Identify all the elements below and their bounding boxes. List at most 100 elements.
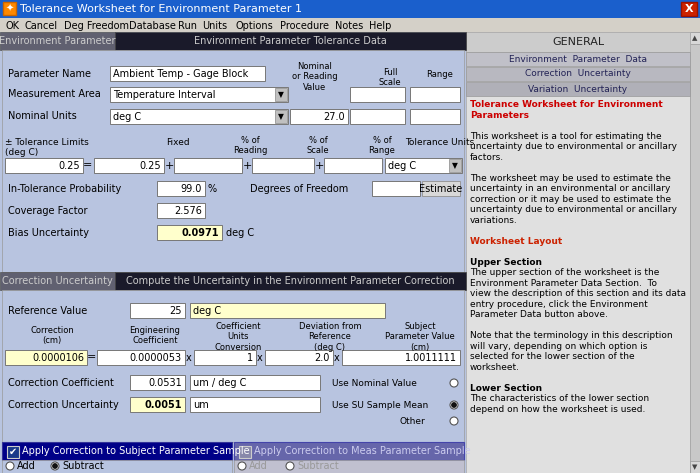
Text: Measurement Area: Measurement Area [8, 89, 101, 99]
Text: Environment Parameter Data Section.  To: Environment Parameter Data Section. To [470, 279, 657, 288]
Text: will vary, depending on which option is: will vary, depending on which option is [470, 342, 648, 350]
Text: The upper section of the worksheet is the: The upper section of the worksheet is th… [470, 268, 659, 277]
Circle shape [51, 462, 59, 470]
Text: OK: OK [6, 21, 20, 31]
Text: Use Nominal Value: Use Nominal Value [332, 378, 417, 387]
Text: +: + [164, 160, 174, 170]
Text: 1: 1 [247, 353, 253, 363]
Text: Full
Scale: Full Scale [379, 68, 401, 88]
Text: 0.0531: 0.0531 [148, 378, 182, 388]
Bar [5, 350, 87, 365]
Text: 0.25: 0.25 [58, 161, 80, 171]
Text: %: % [208, 184, 217, 194]
Bar [190, 303, 385, 318]
Text: Parameter Data button above.: Parameter Data button above. [470, 310, 608, 319]
Text: 0.0000053: 0.0000053 [130, 353, 182, 363]
Bar [410, 109, 460, 124]
Text: ▼: ▼ [278, 112, 284, 121]
Text: Procedure: Procedure [281, 21, 330, 31]
Text: 25: 25 [169, 306, 182, 316]
Text: This worksheet is a tool for estimating the: This worksheet is a tool for estimating … [470, 131, 662, 140]
Text: Bias Uncertainty: Bias Uncertainty [8, 228, 89, 238]
Text: Help: Help [369, 21, 391, 31]
Bar [466, 52, 690, 66]
Text: ± Tolerance Limits: ± Tolerance Limits [5, 138, 89, 147]
Text: (deg C): (deg C) [5, 148, 38, 157]
Bar [385, 158, 462, 173]
Bar [690, 32, 700, 44]
Bar [350, 87, 405, 102]
Text: Environment Parameter: Environment Parameter [0, 36, 116, 46]
Text: Ambient Temp - Gage Block: Ambient Temp - Gage Block [113, 69, 248, 79]
Text: Variation  Uncertainty: Variation Uncertainty [528, 85, 628, 94]
Text: Other: Other [400, 417, 426, 426]
Text: Parameter Name: Parameter Name [8, 69, 91, 79]
Bar [239, 446, 251, 458]
Text: Fixed: Fixed [166, 138, 190, 147]
Text: +: + [242, 160, 252, 170]
Bar [110, 66, 265, 81]
Text: worksheet.: worksheet. [470, 362, 520, 371]
Text: ▼: ▼ [278, 90, 284, 99]
Bar [466, 32, 690, 52]
Text: Nominal Units: Nominal Units [8, 111, 77, 121]
Bar [234, 442, 464, 460]
Text: Reference Value: Reference Value [8, 306, 88, 316]
Bar [190, 397, 320, 412]
Text: Parameters: Parameters [470, 111, 529, 120]
Bar [350, 109, 405, 124]
Bar [690, 32, 700, 473]
Bar [7, 446, 19, 458]
Text: ▲: ▲ [692, 35, 698, 41]
Text: X: X [685, 4, 693, 14]
Bar [110, 87, 288, 102]
Bar [190, 375, 320, 390]
Text: Environment  Parameter  Data: Environment Parameter Data [509, 54, 647, 63]
Text: +: + [314, 160, 323, 170]
Circle shape [450, 417, 458, 425]
Text: 99.0: 99.0 [181, 184, 202, 194]
Bar [265, 350, 333, 365]
Text: deg C: deg C [388, 161, 416, 171]
Text: Tolerance Worksheet for Environment Parameter 1: Tolerance Worksheet for Environment Para… [20, 4, 302, 14]
Bar [466, 82, 690, 96]
Text: GENERAL: GENERAL [552, 37, 604, 47]
Text: uncertainty in an environmental or ancillary: uncertainty in an environmental or ancil… [470, 184, 671, 193]
Text: Correction Coefficient: Correction Coefficient [8, 378, 114, 388]
Text: ✦: ✦ [6, 4, 13, 14]
Text: selected for the lower section of the: selected for the lower section of the [470, 352, 635, 361]
Bar [275, 110, 287, 123]
Text: Use SU Sample Mean: Use SU Sample Mean [332, 401, 428, 410]
Text: Coverage Factor: Coverage Factor [8, 206, 88, 216]
Text: x: x [257, 352, 263, 362]
Text: =: = [83, 160, 92, 170]
Text: Apply Correction to Meas Parameter Sample: Apply Correction to Meas Parameter Sampl… [254, 446, 470, 456]
Text: Correction  Uncertainty: Correction Uncertainty [525, 70, 631, 79]
Bar [3, 2, 16, 15]
Text: Upper Section: Upper Section [470, 257, 542, 266]
Text: % of
Scale: % of Scale [307, 136, 329, 156]
Text: Units: Units [202, 21, 227, 31]
Text: Environment Parameter Tolerance Data: Environment Parameter Tolerance Data [194, 36, 386, 46]
Text: Tolerance Worksheet for Environment: Tolerance Worksheet for Environment [470, 100, 663, 109]
Text: Degrees of Freedom: Degrees of Freedom [250, 184, 349, 194]
Text: Range: Range [426, 70, 454, 79]
Bar [681, 2, 697, 16]
Text: 27.0: 27.0 [323, 112, 345, 122]
Text: Add: Add [249, 461, 267, 471]
Text: deg C: deg C [113, 112, 141, 122]
Bar [157, 225, 222, 240]
Text: ✔: ✔ [9, 447, 17, 457]
Text: Nominal
or Reading
Value: Nominal or Reading Value [292, 62, 338, 92]
Bar [466, 32, 700, 473]
Bar [2, 442, 232, 460]
Bar [690, 461, 700, 473]
Bar [252, 158, 314, 173]
Text: % of
Range: % of Range [369, 136, 396, 156]
Bar [130, 375, 185, 390]
Bar [372, 181, 420, 196]
Text: um / deg C: um / deg C [193, 378, 246, 388]
Bar [110, 109, 288, 124]
Text: deg C: deg C [193, 306, 221, 316]
Text: x: x [334, 352, 340, 362]
